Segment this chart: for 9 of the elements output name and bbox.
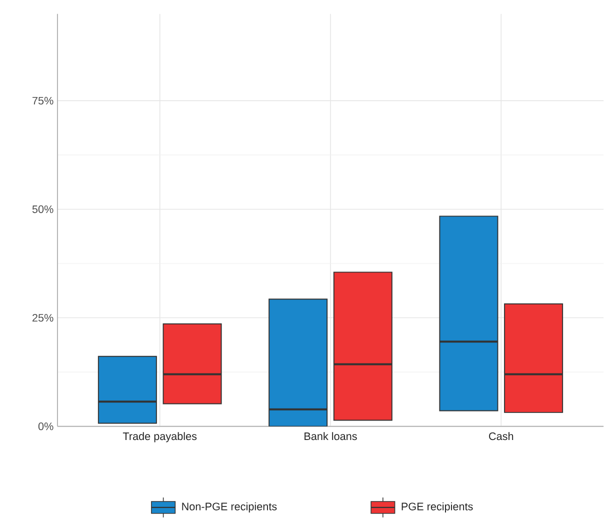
y-tick-label: 75%: [32, 96, 54, 104]
y-tick-label: 50%: [32, 205, 54, 213]
x-tick-label: Cash: [489, 432, 514, 440]
legend-label: Non-PGE recipients: [182, 502, 277, 512]
y-tick-label: 25%: [32, 314, 54, 322]
legend-label: PGE recipients: [402, 502, 473, 512]
x-tick-label: Trade payables: [122, 432, 197, 442]
y-tick-label: 0%: [38, 422, 54, 430]
x-tick-label: Bank loans: [304, 432, 357, 440]
